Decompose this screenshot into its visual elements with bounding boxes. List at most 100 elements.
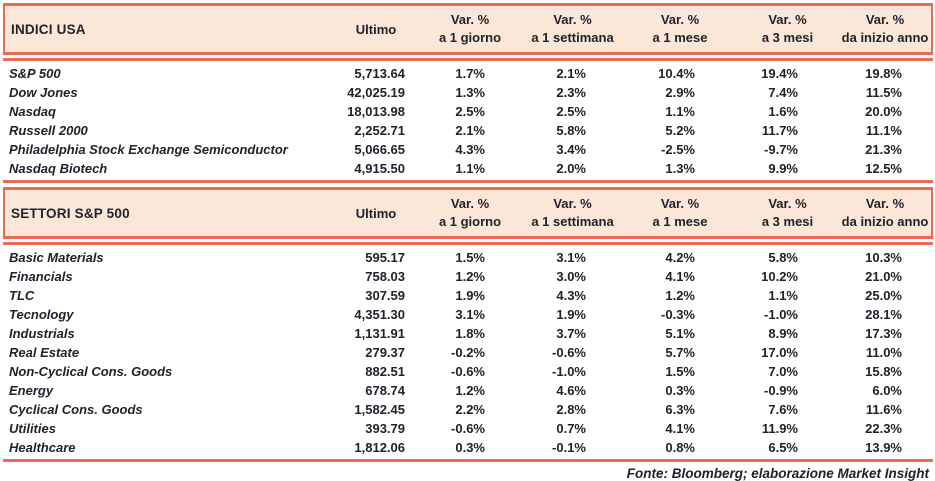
- var-label: Var. %: [660, 196, 700, 211]
- cell-var-1-settimana: 2.3%: [556, 85, 586, 100]
- cell-var-1-mese: 4.1%: [665, 421, 695, 436]
- cell-var-3-mesi: 5.8%: [768, 250, 798, 265]
- cell-ultimo: 1,582.45: [354, 402, 405, 417]
- period-label: a 1 settimana: [531, 30, 614, 45]
- cell-var-1-giorno: 1.1%: [455, 161, 485, 176]
- cell-var-1-mese: 5.7%: [665, 345, 695, 360]
- cell-ultimo: 5,066.65: [354, 142, 405, 157]
- table-header-band: SETTORI S&P 500 Ultimo Var. % a 1 giorno…: [3, 187, 933, 239]
- cell-ultimo: 678.74: [365, 383, 405, 398]
- cell-var-1-giorno: 1.2%: [455, 383, 485, 398]
- var-label: Var. %: [660, 12, 700, 27]
- table-section-settori-sp500: SETTORI S&P 500 Ultimo Var. % a 1 giorno…: [3, 187, 933, 462]
- cell-var-1-mese: 0.3%: [665, 383, 695, 398]
- table-row: Nasdaq Biotech 4,915.50 1.1% 2.0% 1.3% 9…: [3, 159, 933, 178]
- table-body: S&P 500 5,713.64 1.7% 2.1% 10.4% 19.4% 1…: [3, 61, 933, 180]
- table-row: Industrials 1,131.91 1.8% 3.7% 5.1% 8.9%…: [3, 324, 933, 343]
- cell-var-1-mese: 0.8%: [665, 440, 695, 455]
- cell-var-1-giorno: 1.2%: [455, 269, 485, 284]
- cell-ultimo: 4,351.30: [354, 307, 405, 322]
- row-name: Energy: [9, 383, 54, 398]
- table-row: Energy 678.74 1.2% 4.6% 0.3% -0.9% 6.0%: [3, 381, 933, 400]
- cell-var-1-giorno: 1.9%: [455, 288, 485, 303]
- period-label: a 1 giorno: [438, 214, 502, 229]
- cell-var-inizio-anno: 21.3%: [865, 142, 902, 157]
- cell-var-3-mesi: -9.7%: [764, 142, 798, 157]
- period-label: a 1 mese: [652, 30, 708, 45]
- var-label: Var. %: [768, 12, 807, 27]
- cell-ultimo: 882.51: [365, 364, 405, 379]
- cell-var-inizio-anno: 6.0%: [872, 383, 902, 398]
- cell-var-3-mesi: 1.1%: [768, 288, 798, 303]
- cell-var-3-mesi: -1.0%: [764, 307, 798, 322]
- col-header-var-inizio-anno: Var. % da inizio anno: [840, 11, 930, 47]
- cell-var-1-giorno: 1.5%: [455, 250, 485, 265]
- period-label: a 1 giorno: [438, 30, 502, 45]
- cell-var-1-mese: 2.9%: [665, 85, 695, 100]
- col-header-var-inizio-anno: Var. % da inizio anno: [840, 195, 930, 231]
- cell-var-1-mese: 4.2%: [665, 250, 695, 265]
- cell-var-1-settimana: 2.5%: [556, 104, 586, 119]
- row-name: Financials: [9, 269, 73, 284]
- col-header-var-1-giorno: Var. % a 1 giorno: [420, 195, 520, 231]
- table-section-indici-usa: INDICI USA Ultimo Var. % a 1 giorno Var.…: [3, 3, 933, 183]
- cell-ultimo: 307.59: [365, 288, 405, 303]
- cell-var-1-mese: 6.3%: [665, 402, 695, 417]
- cell-var-1-settimana: 0.7%: [556, 421, 586, 436]
- row-name: Dow Jones: [9, 85, 78, 100]
- cell-var-1-giorno: 1.8%: [455, 326, 485, 341]
- cell-var-inizio-anno: 10.3%: [865, 250, 902, 265]
- cell-ultimo: 2,252.71: [354, 123, 405, 138]
- cell-var-inizio-anno: 13.9%: [865, 440, 902, 455]
- cell-var-1-settimana: 3.0%: [556, 269, 586, 284]
- var-label: Var. %: [768, 196, 807, 211]
- cell-var-1-giorno: 2.2%: [455, 402, 485, 417]
- cell-var-1-giorno: 3.1%: [455, 307, 485, 322]
- period-label: a 3 mesi: [761, 214, 814, 229]
- cell-ultimo: 1,812.06: [354, 440, 405, 455]
- col-header-var-1-mese: Var. % a 1 mese: [625, 11, 735, 47]
- table-row: Dow Jones 42,025.19 1.3% 2.3% 2.9% 7.4% …: [3, 83, 933, 102]
- cell-var-inizio-anno: 25.0%: [865, 288, 902, 303]
- var-label: Var. %: [553, 12, 592, 27]
- table-row: Basic Materials 595.17 1.5% 3.1% 4.2% 5.…: [3, 248, 933, 267]
- source-credit: Fonte: Bloomberg; elaborazione Market In…: [626, 466, 929, 481]
- cell-var-1-giorno: 2.1%: [455, 123, 485, 138]
- cell-var-1-settimana: 3.1%: [556, 250, 586, 265]
- cell-var-inizio-anno: 15.8%: [865, 364, 902, 379]
- cell-var-1-mese: -2.5%: [661, 142, 695, 157]
- col-header-var-1-mese: Var. % a 1 mese: [625, 195, 735, 231]
- row-name: Nasdaq Biotech: [9, 161, 108, 176]
- cell-var-1-settimana: 1.9%: [556, 307, 586, 322]
- row-name: Russell 2000: [9, 123, 88, 138]
- table-bottom-rule: [3, 459, 933, 462]
- cell-var-3-mesi: 9.9%: [768, 161, 798, 176]
- section-title: INDICI USA: [11, 21, 86, 37]
- cell-var-1-giorno: 1.7%: [455, 66, 485, 81]
- cell-var-inizio-anno: 19.8%: [865, 66, 902, 81]
- cell-ultimo: 5,713.64: [354, 66, 405, 81]
- period-label: a 1 mese: [652, 214, 708, 229]
- var-label: Var. %: [865, 196, 905, 211]
- table-row: Cyclical Cons. Goods 1,582.45 2.2% 2.8% …: [3, 400, 933, 419]
- cell-var-3-mesi: 17.0%: [761, 345, 798, 360]
- col-header-var-3-mesi: Var. % a 3 mesi: [735, 195, 840, 231]
- period-label: a 1 settimana: [531, 214, 614, 229]
- table-row: Philadelphia Stock Exchange Semiconducto…: [3, 140, 933, 159]
- cell-var-1-giorno: 2.5%: [455, 104, 485, 119]
- cell-var-inizio-anno: 22.3%: [865, 421, 902, 436]
- cell-var-inizio-anno: 12.5%: [865, 161, 902, 176]
- cell-var-1-settimana: 2.8%: [556, 402, 586, 417]
- double-rule-line: [3, 242, 933, 245]
- cell-var-1-settimana: 3.4%: [556, 142, 586, 157]
- cell-var-1-settimana: -0.6%: [552, 345, 586, 360]
- cell-var-1-mese: 10.4%: [658, 66, 695, 81]
- table-header-band: INDICI USA Ultimo Var. % a 1 giorno Var.…: [3, 3, 933, 55]
- cell-var-3-mesi: -0.9%: [764, 383, 798, 398]
- cell-var-1-mese: 1.3%: [665, 161, 695, 176]
- row-name: Philadelphia Stock Exchange Semiconducto…: [9, 142, 288, 157]
- var-label: Var. %: [865, 12, 905, 27]
- cell-var-1-giorno: -0.6%: [451, 421, 485, 436]
- cell-var-3-mesi: 8.9%: [768, 326, 798, 341]
- cell-var-1-giorno: -0.2%: [451, 345, 485, 360]
